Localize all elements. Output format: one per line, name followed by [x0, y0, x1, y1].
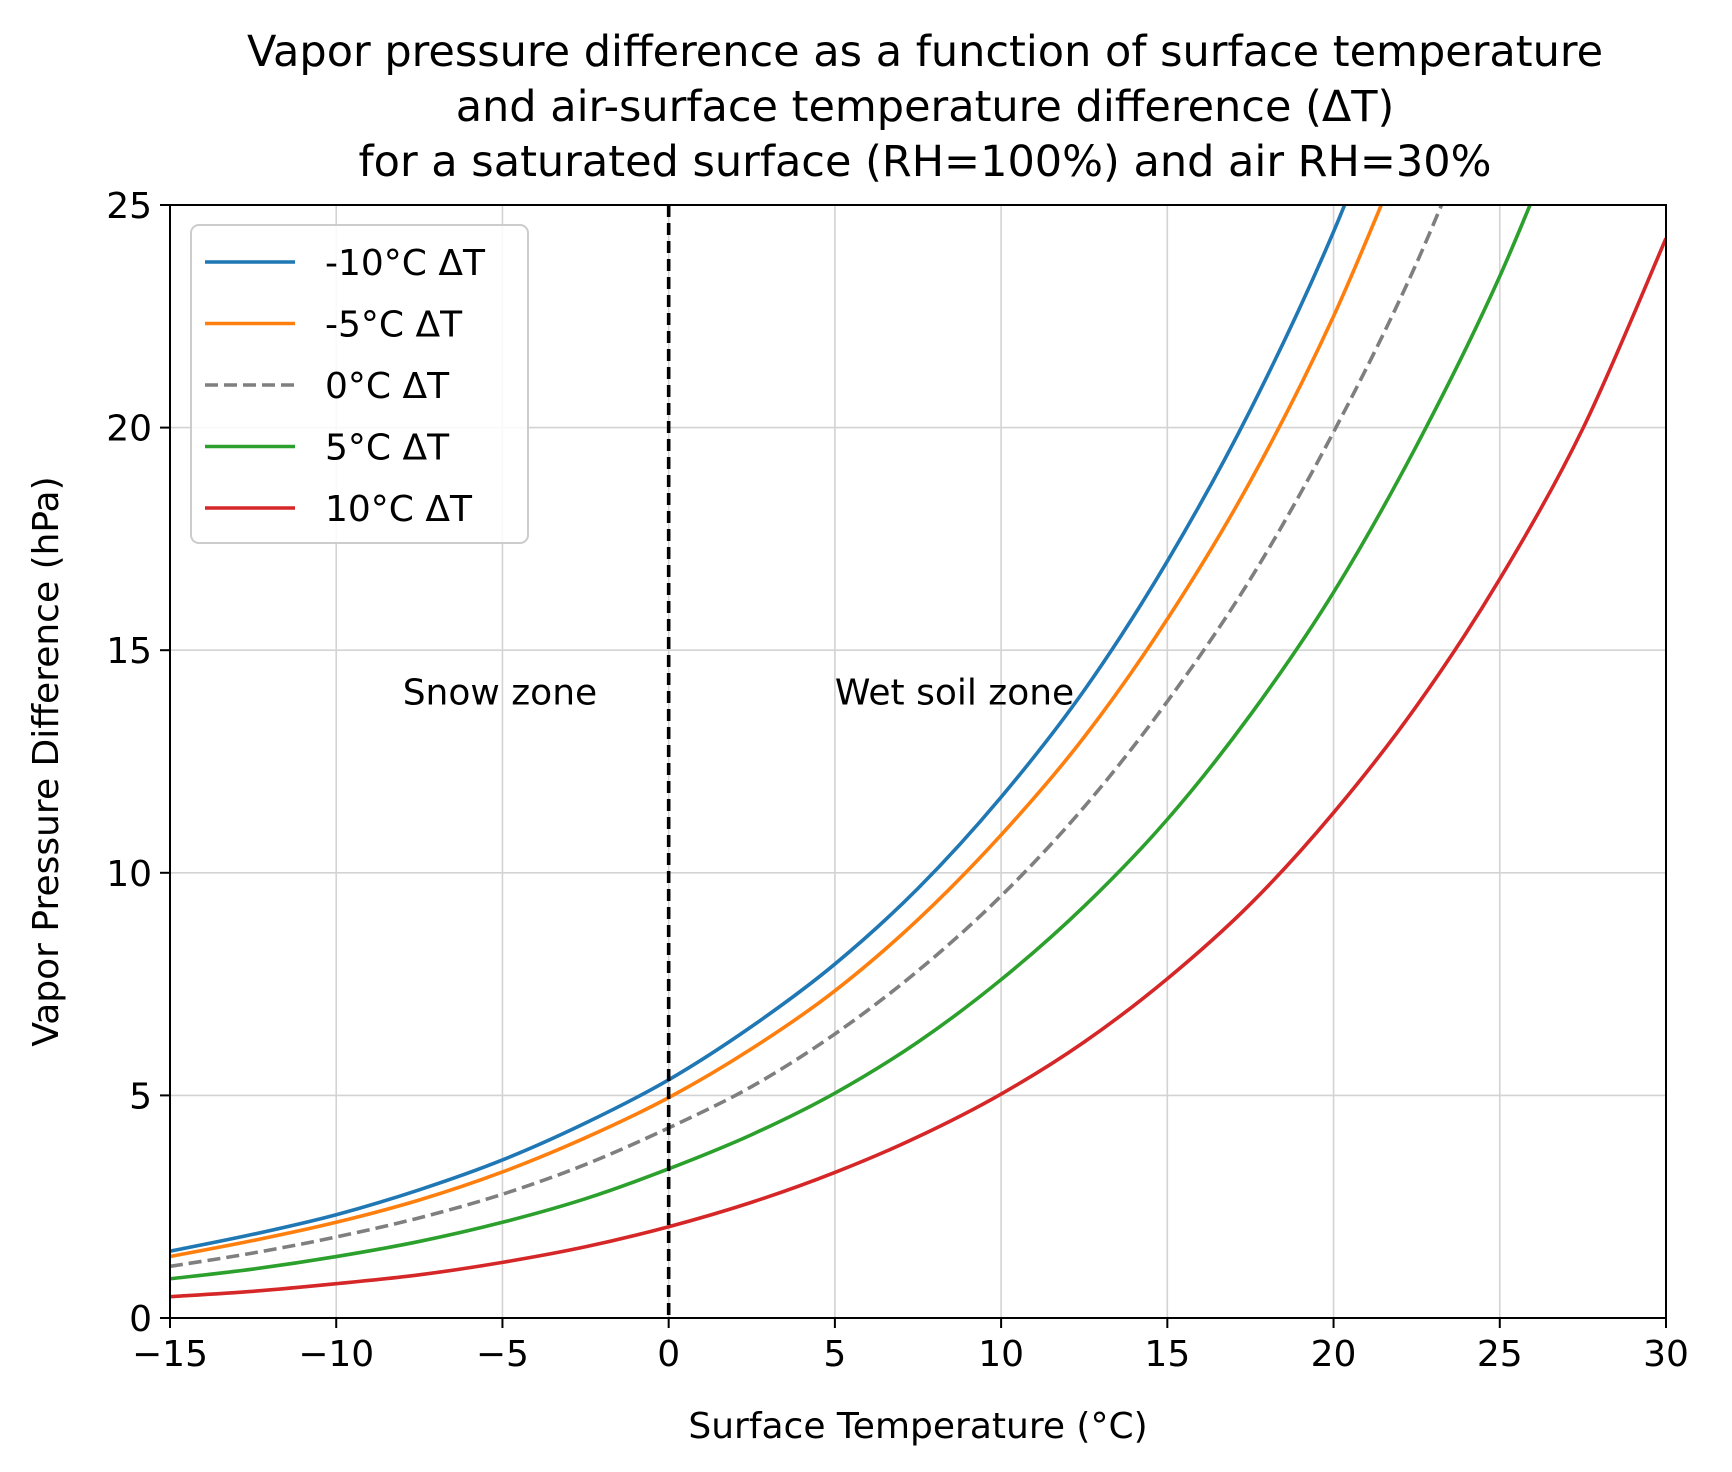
- x-tick-label: 10: [978, 1334, 1024, 1375]
- y-axis-label: Vapor Pressure Difference (hPa): [26, 476, 67, 1046]
- x-tick-label: 0: [657, 1334, 680, 1375]
- legend-box: [190, 224, 529, 544]
- chart-title-line: Vapor pressure difference as a function …: [247, 27, 1603, 77]
- series-line-1: [170, 205, 1384, 1259]
- series-line-3: [170, 205, 1533, 1281]
- series-line-4: [170, 237, 1666, 1299]
- legend-label: -5°C ΔT: [325, 305, 463, 346]
- x-tick-label: −10: [298, 1334, 374, 1375]
- x-tick-label: −5: [476, 1334, 529, 1375]
- legend-label: 0°C ΔT: [325, 366, 450, 407]
- y-tick-label: 15: [106, 631, 152, 672]
- x-tick-label: 15: [1144, 1334, 1190, 1375]
- series-line-2: [170, 205, 1444, 1269]
- y-tick-label: 5: [129, 1076, 152, 1117]
- x-tick-label: 25: [1477, 1334, 1523, 1375]
- y-tick-label: 25: [106, 186, 152, 227]
- x-tick-label: 30: [1643, 1334, 1689, 1375]
- legend: -10°C ΔT -5°C ΔT 0°C ΔT 5°C ΔT 10°C ΔT: [190, 224, 529, 544]
- plot-frame: [169, 204, 1667, 1319]
- x-tick-label: 20: [1311, 1334, 1357, 1375]
- legend-label: 10°C ΔT: [325, 489, 473, 530]
- y-tick-label: 20: [106, 409, 152, 450]
- chart-title-line: and air-surface temperature difference (…: [456, 82, 1395, 132]
- x-axis-label: Surface Temperature (°C): [688, 1406, 1147, 1447]
- annotation-label: Wet soil zone: [835, 673, 1074, 714]
- legend-label: -10°C ΔT: [325, 243, 486, 284]
- y-tick-label: 0: [129, 1299, 152, 1340]
- y-tick-label: 10: [106, 854, 152, 895]
- x-tick-label: 5: [823, 1334, 846, 1375]
- annotation-label: Snow zone: [403, 673, 597, 714]
- x-tick-label: −15: [132, 1334, 208, 1375]
- legend-label: 5°C ΔT: [325, 428, 450, 469]
- chart-title-line: for a saturated surface (RH=100%) and ai…: [359, 137, 1492, 187]
- series-lines: [170, 205, 1666, 1299]
- series-line-0: [170, 205, 1347, 1253]
